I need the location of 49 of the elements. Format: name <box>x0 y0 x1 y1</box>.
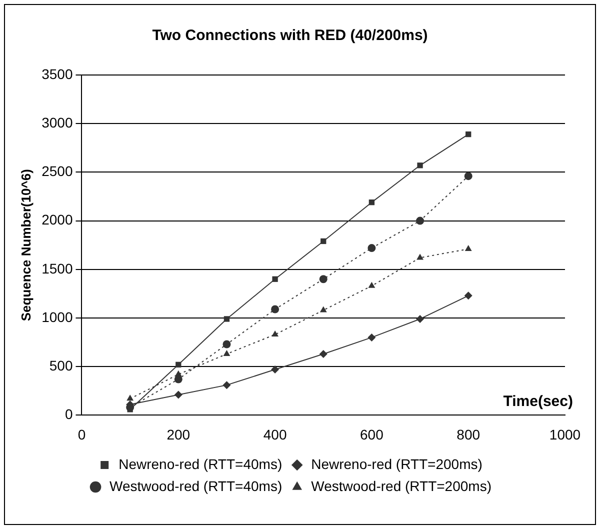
point <box>271 366 280 374</box>
point <box>271 305 280 314</box>
x-tick-label: 600 <box>360 426 384 442</box>
point <box>319 275 328 284</box>
point <box>466 131 472 138</box>
point <box>174 390 182 399</box>
point <box>319 350 328 358</box>
x-tick-label: 800 <box>456 426 480 442</box>
point <box>464 244 472 251</box>
point <box>222 340 231 348</box>
point <box>222 381 231 390</box>
point <box>368 244 376 252</box>
y-tick-label: 3000 <box>42 114 73 130</box>
point <box>464 172 472 180</box>
point <box>368 282 376 288</box>
chart-title: Two Connections with RED (40/200ms) <box>152 27 428 44</box>
x-tick-label: 0 <box>78 426 86 442</box>
x-tick-label: 1000 <box>549 426 581 442</box>
x-tick-label: 400 <box>263 426 287 442</box>
point <box>320 306 327 312</box>
point <box>464 292 472 300</box>
point <box>416 254 424 260</box>
point <box>416 314 424 323</box>
y-axis-title: Sequence Number(10^6) <box>18 169 34 322</box>
x-tick-label: 200 <box>166 426 190 442</box>
point <box>320 238 326 244</box>
point <box>368 333 376 342</box>
point <box>417 162 423 168</box>
point <box>416 216 424 225</box>
legend-label: Westwood-red (RTT=200ms) <box>311 478 492 494</box>
point <box>176 362 182 368</box>
point <box>272 330 279 337</box>
y-tick-label: 1000 <box>42 308 73 325</box>
y-tick-label: 1500 <box>42 260 73 276</box>
point <box>368 200 375 206</box>
y-tick-label: 3500 <box>42 66 73 82</box>
x-axis-title: Time(sec) <box>503 392 573 410</box>
y-tick-label: 0 <box>64 406 73 422</box>
legend-label: Newreno-red (RTT=200ms) <box>311 456 482 472</box>
legend-label: Westwood-red (RTT=40ms) <box>110 478 282 494</box>
point <box>174 375 182 384</box>
point <box>223 350 230 356</box>
y-tick-label: 500 <box>49 357 73 374</box>
y-tick-label: 2500 <box>42 163 73 180</box>
legend-label: Newreno-red (RTT=40ms) <box>118 456 282 472</box>
point <box>126 394 134 401</box>
y-tick-label: 2000 <box>42 212 73 228</box>
point <box>224 316 230 322</box>
point <box>272 276 278 282</box>
